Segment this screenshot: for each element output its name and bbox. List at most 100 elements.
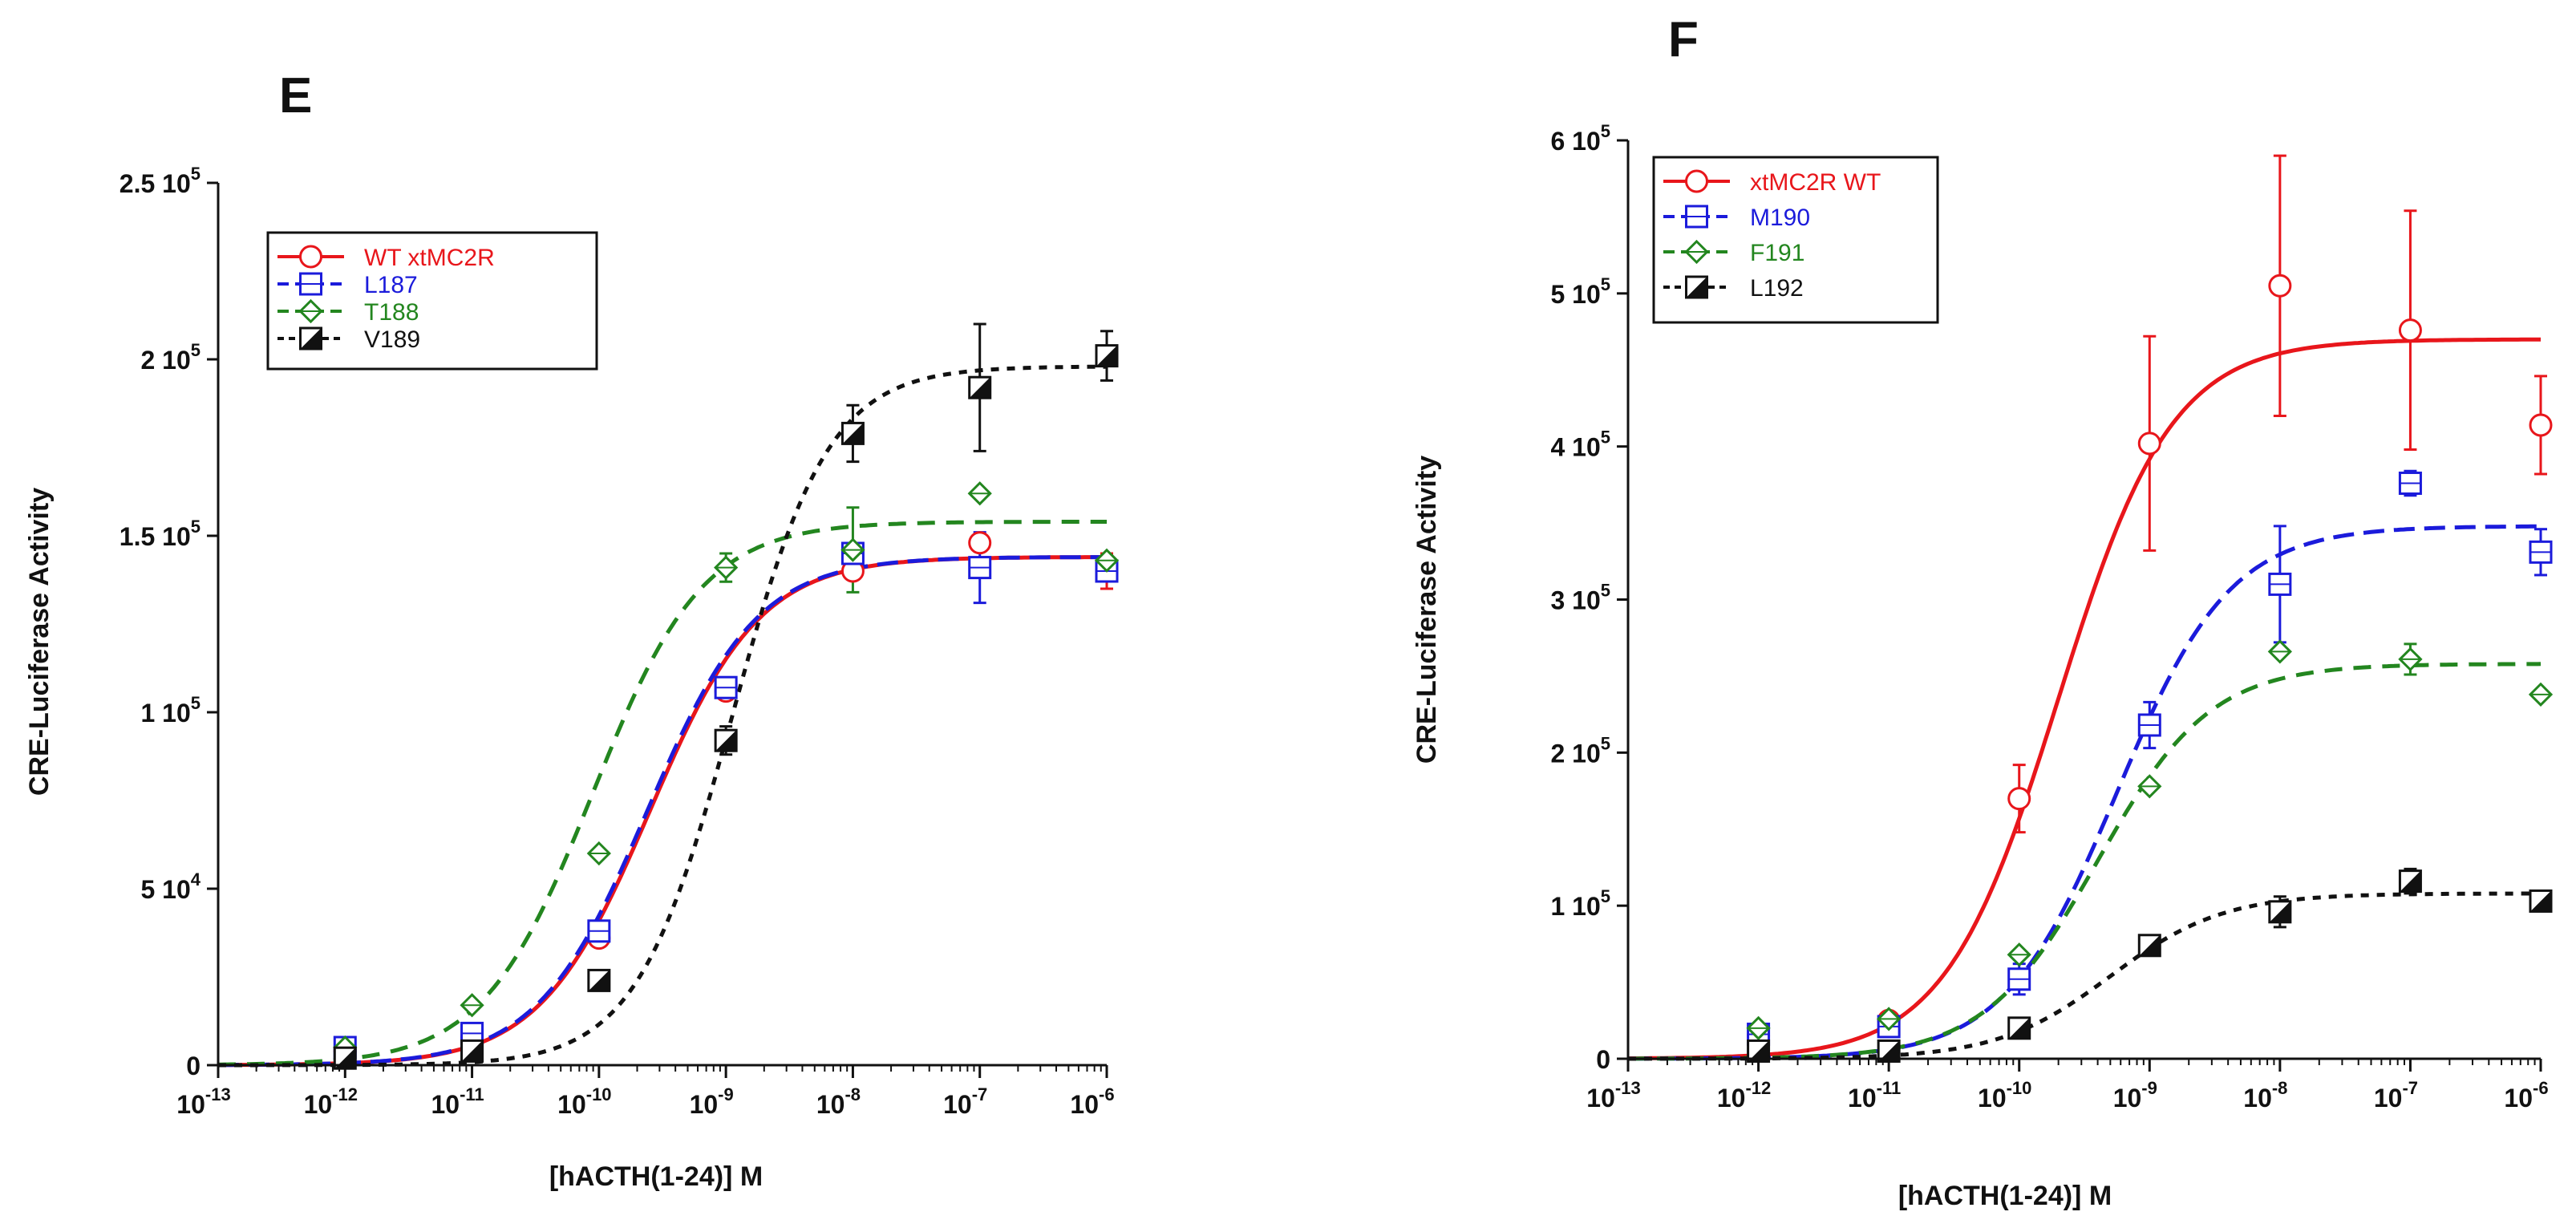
x-axis-label: [hACTH(1-24)] M: [1898, 1181, 2112, 1211]
y-axis-label: CRE-Luciferase Activity: [1412, 456, 1442, 764]
data-point: [714, 555, 739, 580]
panel-e: E CRE-Luciferase Activity [hACTH(1-24)] …: [24, 68, 1120, 1192]
legend-label: WT xtMC2R: [364, 245, 495, 271]
data-point: [586, 841, 611, 866]
marker-fill: [334, 1048, 356, 1069]
data-point: [1746, 1015, 1771, 1040]
x-tick-label: 10-7: [943, 1084, 987, 1119]
y-tick-label: 6 105: [1550, 121, 1610, 156]
data-point: [2268, 274, 2292, 298]
x-tick-label: 10-10: [1978, 1078, 2031, 1112]
marker-fill: [300, 328, 322, 349]
data-point: [2137, 934, 2161, 958]
data-point: [460, 993, 484, 1018]
panel-f: F CRE-Luciferase Activity [hACTH(1-24)] …: [1412, 12, 2554, 1211]
x-tick-label: 10-12: [1717, 1078, 1771, 1112]
data-points: [1746, 274, 2554, 1063]
marker-fill: [2530, 890, 2551, 912]
x-tick-label: 10-9: [2113, 1078, 2157, 1112]
x-tick-label: 10-8: [816, 1084, 861, 1119]
x-tick-label: 10-13: [1586, 1078, 1640, 1112]
marker-fill: [715, 730, 737, 752]
marker-fill: [969, 377, 990, 399]
y-tick-label: 2 105: [1550, 733, 1610, 768]
fit-curve-xtmc2r-wt: [1627, 337, 2541, 1061]
legend-marker: [1684, 239, 1709, 265]
data-point: [2007, 787, 2031, 811]
legend-marker: [1685, 205, 1708, 229]
data-point: [2137, 432, 2161, 456]
legend-label: V189: [364, 326, 420, 353]
data-point: [2398, 471, 2422, 495]
data-point: [2528, 682, 2554, 707]
legend-label: xtMC2R WT: [1750, 169, 1881, 196]
data-point: [1877, 1007, 1902, 1031]
legend-marker: [299, 326, 322, 351]
data-point: [333, 1046, 357, 1070]
data-point: [2529, 540, 2553, 564]
marker-fill: [461, 1040, 483, 1062]
marker-fill: [588, 970, 610, 991]
data-point: [2267, 639, 2292, 664]
data-point: [714, 728, 738, 752]
axes: [207, 181, 1108, 1078]
y-tick-label: 1.5 105: [119, 517, 200, 551]
y-tick-label: 3 105: [1550, 581, 1610, 615]
y-tick-label: 2.5 105: [119, 164, 200, 198]
data-point: [2137, 713, 2161, 737]
y-tick-label: 4 105: [1550, 428, 1610, 462]
x-tick-label: 10-10: [557, 1084, 611, 1119]
data-point: [2398, 646, 2423, 672]
legend-label: L187: [364, 272, 418, 298]
data-point: [714, 675, 738, 699]
data-point: [2137, 774, 2162, 799]
data-point: [968, 531, 992, 555]
data-point: [2398, 318, 2422, 342]
legend-marker: [1685, 275, 1708, 299]
data-point: [2398, 869, 2422, 894]
data-point: [1094, 548, 1120, 573]
data-point: [968, 375, 992, 399]
data-point: [2007, 1016, 2031, 1040]
legend-marker: [299, 272, 322, 296]
y-tick-label: 0: [1596, 1045, 1610, 1074]
y-tick-label: 1 105: [140, 693, 200, 727]
data-point: [1095, 344, 1119, 368]
y-tick-label: 1 105: [1550, 886, 1610, 921]
data-point: [2007, 967, 2031, 991]
legend-label: T188: [364, 299, 419, 326]
marker-fill: [2269, 901, 2290, 922]
fit-curve-t188: [218, 520, 1107, 1067]
tick-labels: 0 5 104 1 105 1.5 105 2 105 2.5 105 10-13 10-12…: [119, 164, 1115, 1119]
data-point: [2529, 889, 2553, 913]
legend-marker: [1685, 169, 1708, 193]
y-tick-label: 5 105: [1550, 274, 1610, 309]
marker-fill: [1686, 277, 1707, 298]
x-tick-label: 10-11: [431, 1084, 484, 1119]
legend-label: L192: [1750, 275, 1804, 302]
legend-marker: [298, 298, 323, 324]
legend-label: F191: [1750, 240, 1804, 266]
marker-fill: [1878, 1040, 1900, 1062]
marker-fill: [842, 423, 864, 444]
tick-labels: 0 1 105 2 105 3 105 4 105 5 105 6 105 10-13 10-1…: [1550, 121, 2548, 1112]
data-point: [967, 481, 992, 506]
y-tick-label: 0: [186, 1052, 200, 1080]
x-tick-label: 10-7: [2374, 1078, 2418, 1112]
data-point: [587, 968, 611, 992]
data-point: [2529, 413, 2553, 437]
data-point: [840, 537, 865, 562]
x-tick-label: 10-8: [2243, 1078, 2287, 1112]
data-points: [333, 344, 1120, 1070]
x-axis-label: [hACTH(1-24)] M: [549, 1161, 763, 1192]
legend-label: M190: [1750, 205, 1810, 231]
data-point: [2268, 572, 2292, 596]
x-tick-label: 10-6: [1070, 1084, 1114, 1119]
x-tick-label: 10-6: [2504, 1078, 2548, 1112]
x-tick-label: 10-9: [690, 1084, 734, 1119]
x-tick-label: 10-12: [304, 1084, 358, 1119]
y-tick-label: 5 104: [140, 869, 200, 904]
marker-fill: [2139, 934, 2161, 956]
